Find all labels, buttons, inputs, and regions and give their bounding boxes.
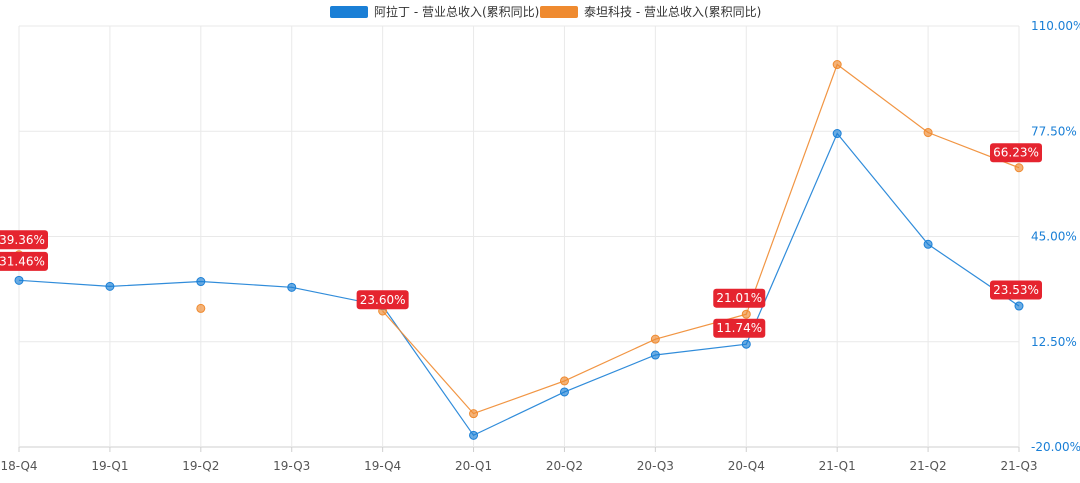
data-label: 39.36% bbox=[0, 230, 48, 250]
data-point bbox=[196, 277, 206, 287]
y-tick-label: 110.00% bbox=[1031, 19, 1080, 33]
data-point bbox=[832, 129, 842, 139]
legend-swatch bbox=[540, 6, 578, 18]
x-tick-label: 19-Q3 bbox=[273, 459, 310, 473]
x-tick-label: 21-Q3 bbox=[1000, 459, 1037, 473]
y-tick-label: 12.50% bbox=[1031, 335, 1077, 349]
data-label-box bbox=[713, 288, 766, 308]
data-label-box bbox=[356, 290, 409, 310]
data-point bbox=[287, 282, 297, 292]
data-label: 31.46% bbox=[0, 251, 48, 271]
x-tick-label: 19-Q4 bbox=[364, 459, 401, 473]
data-point bbox=[14, 275, 24, 285]
data-label: 11.74% bbox=[713, 318, 766, 338]
data-label: 23.60% bbox=[356, 290, 409, 310]
x-tick-label: 20-Q3 bbox=[637, 459, 674, 473]
y-tick-label: -20.00% bbox=[1031, 440, 1080, 454]
data-point bbox=[559, 387, 569, 397]
data-point bbox=[650, 334, 660, 344]
data-label-box bbox=[0, 251, 48, 271]
x-tick-label: 21-Q1 bbox=[819, 459, 856, 473]
data-point bbox=[741, 309, 751, 319]
data-label-text: 39.36% bbox=[0, 233, 45, 247]
data-point bbox=[469, 409, 479, 419]
y-tick-label: 77.50% bbox=[1031, 124, 1077, 138]
data-point bbox=[650, 350, 660, 360]
data-label-text: 23.60% bbox=[360, 293, 406, 307]
data-point bbox=[469, 430, 479, 440]
x-tick-label: 20-Q2 bbox=[546, 459, 583, 473]
series-line-2 bbox=[382, 63, 1020, 415]
data-point bbox=[196, 303, 206, 313]
data-point bbox=[923, 239, 933, 249]
x-tick-label: 21-Q2 bbox=[910, 459, 947, 473]
legend-swatch bbox=[330, 6, 368, 18]
data-label-box bbox=[0, 230, 48, 250]
x-tick-label: 19-Q1 bbox=[91, 459, 128, 473]
data-label-text: 21.01% bbox=[716, 291, 762, 305]
data-label-box bbox=[990, 280, 1042, 300]
series-line-1 bbox=[18, 132, 1020, 437]
x-tick-label: 20-Q1 bbox=[455, 459, 492, 473]
legend-label: 泰坦科技 - 营业总收入(累积同比) bbox=[584, 5, 761, 19]
data-point bbox=[1014, 301, 1024, 311]
data-label-text: 31.46% bbox=[0, 254, 45, 268]
data-label-text: 66.23% bbox=[993, 146, 1039, 160]
data-label-box bbox=[990, 143, 1042, 163]
legend-label: 阿拉丁 - 营业总收入(累积同比) bbox=[374, 4, 539, 19]
x-tick-label: 18-Q4 bbox=[0, 459, 37, 473]
data-point bbox=[559, 376, 569, 386]
x-tick-label: 20-Q4 bbox=[728, 459, 765, 473]
data-label: 66.23% bbox=[990, 143, 1042, 163]
x-tick-label: 19-Q2 bbox=[182, 459, 219, 473]
data-point bbox=[741, 339, 751, 349]
y-tick-label: 45.00% bbox=[1031, 230, 1077, 244]
data-label-text: 11.74% bbox=[716, 321, 762, 335]
data-point bbox=[832, 60, 842, 70]
data-point bbox=[105, 281, 115, 291]
data-label-box bbox=[713, 318, 766, 338]
data-point bbox=[1014, 163, 1024, 173]
data-label-text: 23.53% bbox=[993, 283, 1039, 297]
data-label: 21.01% bbox=[713, 288, 766, 308]
data-point bbox=[923, 128, 933, 138]
data-label: 23.53% bbox=[990, 280, 1042, 300]
